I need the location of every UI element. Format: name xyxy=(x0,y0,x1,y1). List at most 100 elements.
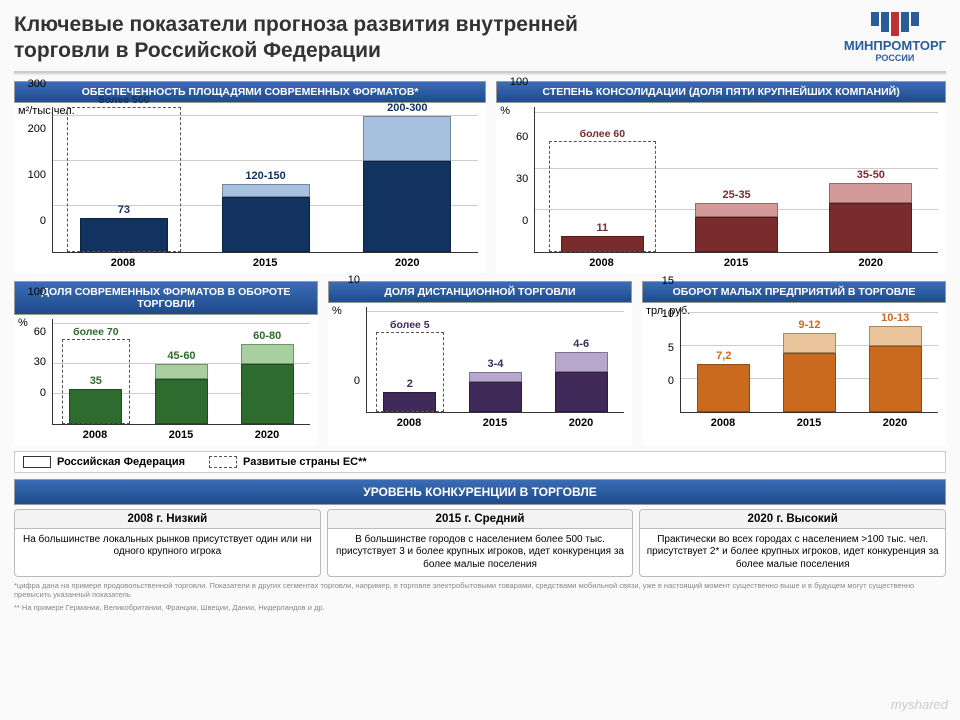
competition-head: 2020 г. Высокий xyxy=(640,510,945,529)
legend-rf-label: Российская Федерация xyxy=(57,456,185,468)
legend-rf: Российская Федерация xyxy=(23,456,185,468)
bar-value-label: 120-150 xyxy=(245,170,285,182)
bar: 60-80 xyxy=(241,344,294,424)
bar-value-label: 9-12 xyxy=(798,319,820,331)
logo: МИНПРОМТОРГ РОССИИ xyxy=(844,12,946,63)
ytick: 0 xyxy=(354,375,360,387)
xtick: 2015 xyxy=(724,257,748,269)
ytick: 10 xyxy=(662,308,674,320)
reference-box: более 60 xyxy=(549,141,656,251)
chart-panel-2: СТЕПЕНЬ КОНСОЛИДАЦИИ (ДОЛЯ ПЯТИ КРУПНЕЙШ… xyxy=(496,81,946,273)
xtick: 2015 xyxy=(483,417,507,429)
bar-value-label: 200-300 xyxy=(387,102,427,114)
competition-cell: 2008 г. Низкий На большинстве локальных … xyxy=(14,509,321,578)
competition-cell: 2015 г. Средний В большинстве городов с … xyxy=(327,509,634,578)
competition-cell: 2020 г. Высокий Практически во всех горо… xyxy=(639,509,946,578)
ytick: 100 xyxy=(510,76,528,88)
footnote-1: *цифра дана на примере продовольственной… xyxy=(14,581,946,599)
ytick: 0 xyxy=(40,215,46,227)
xtick: 2015 xyxy=(169,429,193,441)
footnote-2: ** На примере Германии, Великобритании, … xyxy=(14,603,946,612)
bar: 9-12 xyxy=(783,333,836,412)
bar: 35-50 xyxy=(829,183,912,252)
ytick: 0 xyxy=(40,387,46,399)
ytick: 5 xyxy=(668,342,674,354)
swatch-dash-icon xyxy=(209,456,237,468)
reference-label: более 70 xyxy=(73,326,118,338)
chart-title: ДОЛЯ СОВРЕМЕННЫХ ФОРМАТОВ В ОБОРОТЕ ТОРГ… xyxy=(14,281,318,315)
bar-value-label: 60-80 xyxy=(253,330,281,342)
chart-title: ОБОРОТ МАЛЫХ ПРЕДПРИЯТИЙ В ТОРГОВЛЕ xyxy=(642,281,946,303)
xtick: 2008 xyxy=(711,417,735,429)
legend: Российская Федерация Развитые страны ЕС*… xyxy=(14,451,946,473)
chart-panel-5: ОБОРОТ МАЛЫХ ПРЕДПРИЯТИЙ В ТОРГОВЛЕ трл.… xyxy=(642,281,946,445)
logo-icon xyxy=(844,12,946,36)
reference-label: более 5 xyxy=(390,319,430,331)
legend-eu: Развитые страны ЕС** xyxy=(209,456,367,468)
xtick: 2020 xyxy=(858,257,882,269)
legend-eu-label: Развитые страны ЕС** xyxy=(243,456,367,468)
bar: 3-4 xyxy=(469,372,522,412)
chart-panel-4: ДОЛЯ ДИСТАНЦИОННОЙ ТОРГОВЛИ %01023-44-6б… xyxy=(328,281,632,445)
bar-value-label: 3-4 xyxy=(488,358,504,370)
competition-body: Практически во всех городах с населением… xyxy=(640,529,945,577)
xtick: 2020 xyxy=(883,417,907,429)
reference-box: более 70 xyxy=(62,339,131,424)
xtick: 2015 xyxy=(797,417,821,429)
competition-title: УРОВЕНЬ КОНКУРЕНЦИИ В ТОРГОВЛЕ xyxy=(14,479,946,505)
bar: 10-13 xyxy=(869,326,922,411)
ytick: 15 xyxy=(662,275,674,287)
xtick: 2020 xyxy=(255,429,279,441)
ytick: 100 xyxy=(28,169,46,181)
divider xyxy=(14,71,946,73)
ytick: 0 xyxy=(668,375,674,387)
bar-value-label: 4-6 xyxy=(573,338,589,350)
competition-head: 2015 г. Средний xyxy=(328,510,633,529)
chart-row-2: ДОЛЯ СОВРЕМЕННЫХ ФОРМАТОВ В ОБОРОТЕ ТОРГ… xyxy=(14,281,946,445)
bar: 25-35 xyxy=(695,203,778,251)
xtick: 2020 xyxy=(569,417,593,429)
chart-panel-3: ДОЛЯ СОВРЕМЕННЫХ ФОРМАТОВ В ОБОРОТЕ ТОРГ… xyxy=(14,281,318,445)
page-title: Ключевые показатели прогноза развития вн… xyxy=(14,12,654,65)
competition-body: В большинстве городов с населением более… xyxy=(328,529,633,577)
ytick: 300 xyxy=(28,78,46,90)
xtick: 2008 xyxy=(397,417,421,429)
xtick: 2008 xyxy=(111,257,135,269)
swatch-solid-icon xyxy=(23,456,51,468)
xtick: 2020 xyxy=(395,257,419,269)
bar-value-label: 10-13 xyxy=(881,312,909,324)
ytick: 200 xyxy=(28,123,46,135)
ytick: 100 xyxy=(28,286,46,298)
logo-sub: РОССИИ xyxy=(844,53,946,63)
chart-row-1: ОБЕСПЕЧЕННОСТЬ ПЛОЩАДЯМИ СОВРЕМЕННЫХ ФОР… xyxy=(14,81,946,273)
xtick: 2008 xyxy=(83,429,107,441)
bar: 45-60 xyxy=(155,364,208,424)
competition-head: 2008 г. Низкий xyxy=(15,510,320,529)
reference-label: более 60 xyxy=(580,128,625,140)
header: Ключевые показатели прогноза развития вн… xyxy=(14,12,946,65)
reference-box: более 5 xyxy=(376,332,445,412)
bar: 200-300 xyxy=(363,116,451,252)
bar: 120-150 xyxy=(222,184,310,252)
competition-row: 2008 г. Низкий На большинстве локальных … xyxy=(14,509,946,578)
bar-value-label: 35-50 xyxy=(857,169,885,181)
bar-value-label: 7,2 xyxy=(716,350,731,362)
reference-label: более 500 xyxy=(98,94,149,106)
xtick: 2015 xyxy=(253,257,277,269)
xtick: 2008 xyxy=(589,257,613,269)
bar-value-label: 45-60 xyxy=(167,350,195,362)
watermark: myshared xyxy=(891,697,948,712)
bar-value-label: 25-35 xyxy=(723,189,751,201)
logo-name: МИНПРОМТОРГ xyxy=(844,38,946,53)
ytick: 60 xyxy=(34,326,46,338)
bar: 7,2 xyxy=(697,364,750,411)
reference-box: более 500 xyxy=(67,107,180,252)
chart-title: СТЕПЕНЬ КОНСОЛИДАЦИИ (ДОЛЯ ПЯТИ КРУПНЕЙШ… xyxy=(496,81,946,103)
ytick: 30 xyxy=(516,173,528,185)
ytick: 60 xyxy=(516,131,528,143)
ytick: 10 xyxy=(348,274,360,286)
chart-title: ДОЛЯ ДИСТАНЦИОННОЙ ТОРГОВЛИ xyxy=(328,281,632,303)
ytick: 30 xyxy=(34,356,46,368)
ytick: 0 xyxy=(522,215,528,227)
bar: 4-6 xyxy=(555,352,608,412)
